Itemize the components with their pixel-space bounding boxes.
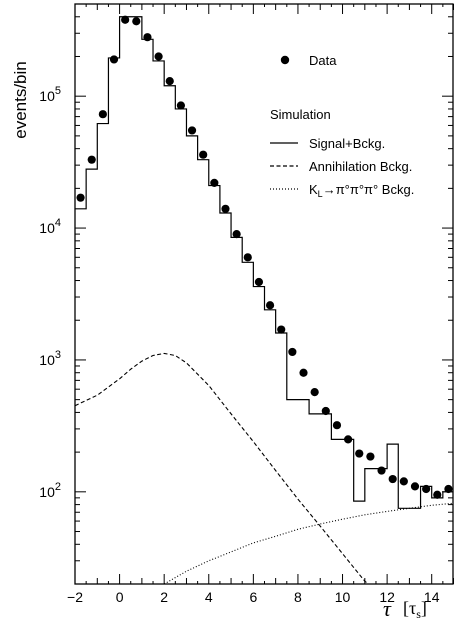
y-tick-label: 102 (39, 481, 61, 500)
y-tick-labels: 102 103 104 105 (39, 85, 61, 500)
data-point (422, 484, 431, 494)
y-tick-label: 105 (39, 85, 61, 104)
x-tick-label: 12 (379, 589, 395, 605)
legend-data-label: Data (309, 53, 337, 68)
x-tick-label: 6 (249, 589, 257, 605)
legend-annihilation-label: Annihilation Bckg. (309, 159, 412, 174)
data-point (98, 110, 107, 119)
data-point (444, 484, 453, 494)
data-point (221, 204, 230, 213)
legend-header: Simulation (270, 107, 331, 122)
data-point (277, 325, 286, 334)
data-point (154, 52, 163, 61)
y-axis-label: events/bin (11, 61, 30, 139)
x-axis-label: τ [τs] (383, 596, 427, 621)
data-point (366, 452, 375, 461)
data-point (265, 301, 275, 310)
y-tick-label: 103 (39, 349, 61, 368)
annihilation-line (75, 352, 370, 584)
data-point (109, 55, 119, 64)
data-point (321, 406, 330, 416)
data-point (288, 347, 297, 357)
legend: Data Simulation Signal+Bckg. Annihilatio… (270, 53, 414, 199)
data-point (87, 155, 96, 164)
data-point (232, 229, 241, 239)
data-point (399, 477, 408, 486)
x-tick-label: 4 (205, 589, 213, 605)
data-point (187, 126, 197, 135)
data-point (243, 253, 252, 262)
data-point (143, 33, 152, 42)
data-point (344, 435, 353, 444)
x-tick-label: −2 (67, 589, 83, 605)
x-tick-labels: −2 0 2 4 6 8 10 12 14 (67, 589, 440, 605)
kl-bckg-line (163, 502, 453, 584)
signal-histogram-line (75, 16, 453, 509)
chart-series (75, 16, 453, 584)
data-point (433, 490, 442, 499)
y-tick-label: 104 (39, 217, 61, 236)
data-point (388, 474, 397, 484)
data-point (210, 178, 219, 188)
plot-area (74, 3, 454, 585)
x-axis-symbol: τ (383, 596, 392, 621)
x-tick-label: 14 (424, 589, 440, 605)
data-point (355, 449, 364, 458)
axis-ticks (74, 3, 454, 585)
data-point (76, 193, 85, 202)
data-point (165, 77, 174, 86)
x-tick-label: 0 (116, 589, 124, 605)
legend-signal-label: Signal+Bckg. (309, 136, 385, 151)
data-point (310, 388, 319, 397)
data-point (377, 466, 386, 475)
legend-kl-label: KL→π°π°π° Bckg. (309, 182, 414, 199)
x-tick-label: 10 (335, 589, 351, 605)
data-point (299, 368, 308, 377)
x-tick-label: 8 (294, 589, 302, 605)
data-point (121, 15, 130, 24)
data-points (76, 15, 453, 499)
data-point (199, 150, 208, 159)
data-point (254, 277, 264, 287)
data-point (132, 17, 141, 26)
x-axis-unit: [τs] (403, 598, 427, 621)
data-point (332, 421, 342, 430)
data-point (176, 101, 185, 110)
legend-data-marker (280, 55, 290, 65)
data-point (410, 482, 420, 491)
x-tick-label: 2 (160, 589, 168, 605)
